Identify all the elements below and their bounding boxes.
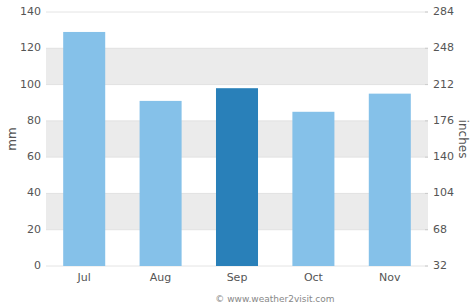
grid-line (46, 12, 428, 13)
x-tick-label: Sep (227, 271, 248, 284)
y2-tick-label: 140 (433, 150, 454, 163)
y2-tick (425, 229, 428, 230)
y-tick-label: 60 (27, 150, 41, 163)
x-tick-label: Aug (150, 271, 171, 284)
watermark: © www.weather2visit.com (215, 294, 334, 304)
y2-axis-label: inches (456, 120, 470, 159)
y2-tick-label: 32 (433, 259, 447, 272)
y2-tick-label: 176 (433, 114, 454, 127)
bar (216, 88, 258, 266)
bar (63, 32, 105, 266)
y2-tick-label: 284 (433, 5, 454, 18)
y-tick-label: 40 (27, 186, 41, 199)
y2-tick (425, 12, 428, 13)
y2-tick (425, 193, 428, 194)
bar (292, 112, 334, 266)
y-tick-label: 120 (20, 41, 41, 54)
y2-tick-label: 68 (433, 223, 447, 236)
y2-tick-label: 212 (433, 78, 454, 91)
y-tick-label: 80 (27, 114, 41, 127)
y2-tick (425, 266, 428, 267)
y2-tick (425, 157, 428, 158)
y2-tick-label: 104 (433, 186, 454, 199)
grid (46, 12, 428, 266)
y2-tick (425, 48, 428, 49)
x-tick-label: Nov (379, 271, 401, 284)
bars (63, 32, 411, 266)
y2-tick-label: 248 (433, 41, 454, 54)
chart: 0 20 40 60 80 100 120 140 Jul Aug Sep Oct Nov 32 68 104… (0, 0, 474, 308)
y-tick-label: 20 (27, 223, 41, 236)
y-tick-label: 140 (20, 5, 41, 18)
x-tick-label: Jul (77, 271, 91, 284)
y-tick-label: 100 (20, 78, 41, 91)
y2-tick (425, 120, 428, 121)
chart-container: 0 20 40 60 80 100 120 140 Jul Aug Sep Oct Nov 32 68 104… (0, 0, 474, 308)
y2-tick (425, 84, 428, 85)
x-tick-label: Oct (304, 271, 324, 284)
bar (369, 94, 411, 266)
background (0, 0, 474, 308)
y-tick-label: 0 (34, 259, 41, 272)
y-axis-label: mm (5, 127, 19, 150)
bar (140, 101, 182, 266)
